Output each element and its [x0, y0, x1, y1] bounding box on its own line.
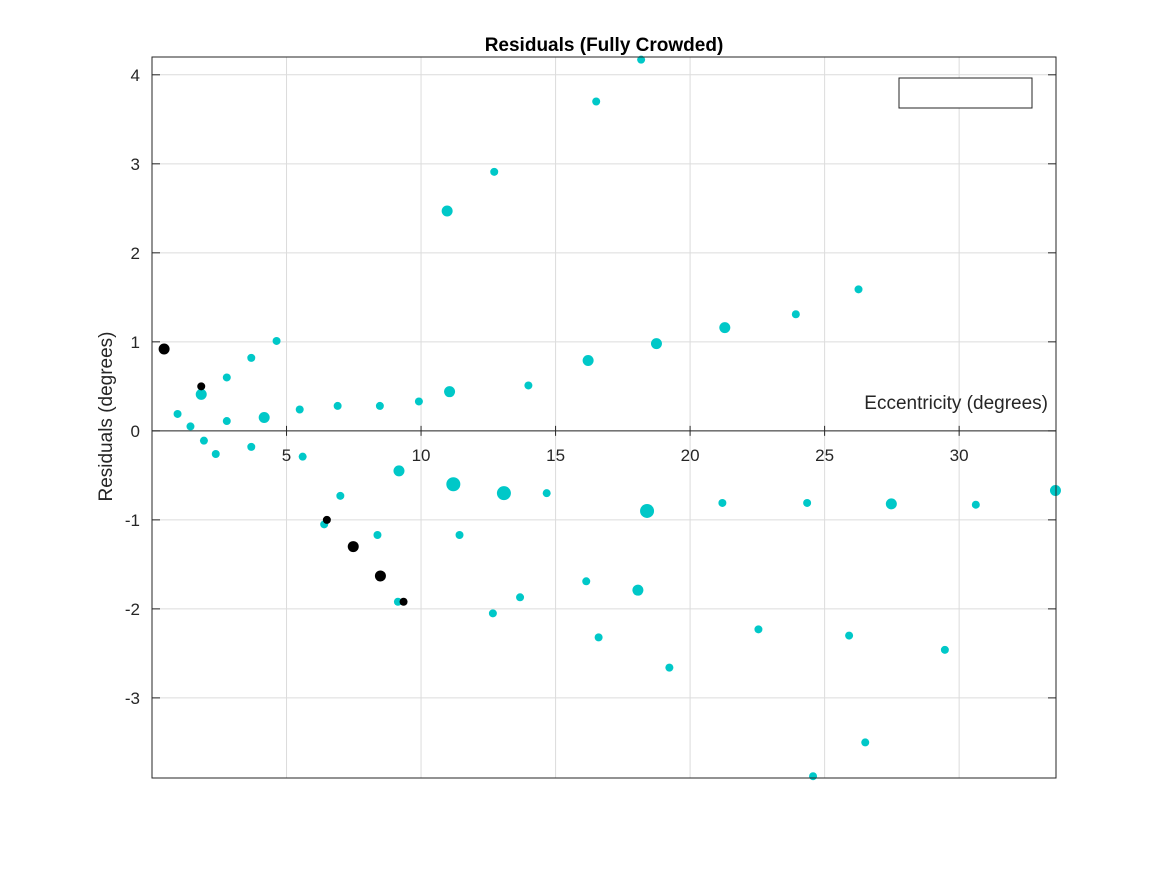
y-tick-label: -2: [125, 600, 140, 619]
cyan-data-point: [414, 397, 423, 406]
cyan-data-point: [803, 498, 812, 507]
cyan-data-point: [173, 409, 182, 418]
cyan-data-point: [490, 167, 499, 176]
cyan-data-point: [809, 772, 818, 781]
cyan-data-point: [640, 503, 655, 518]
black-data-point: [399, 597, 408, 606]
x-tick-label: 25: [815, 446, 834, 465]
y-tick-label: 3: [131, 155, 140, 174]
cyan-data-point: [446, 477, 461, 492]
cyan-data-point: [298, 452, 307, 461]
grid-lines: [152, 57, 1056, 778]
cyan-data-point: [719, 322, 731, 334]
cyan-data-point: [592, 97, 601, 106]
cyan-data-point: [854, 285, 863, 294]
cyan-data-point: [222, 417, 231, 426]
cyan-data-point: [861, 738, 870, 747]
x-axis-label: Eccentricity (degrees): [864, 393, 1048, 414]
cyan-data-point: [650, 338, 662, 350]
cyan-data-point: [258, 412, 270, 423]
y-tick-label: 4: [131, 66, 140, 85]
cyan-data-point: [272, 336, 281, 345]
cyan-data-point: [295, 405, 304, 414]
cyan-data-point: [186, 422, 195, 431]
y-axis-ticks: -3 -2 -1 0 1 2 3 4: [125, 66, 1056, 708]
cyan-data-point: [496, 486, 511, 501]
cyan-data-point: [885, 498, 897, 510]
x-tick-label: 15: [546, 446, 565, 465]
y-tick-label: -1: [125, 511, 140, 530]
x-tick-label: 10: [412, 446, 431, 465]
cyan-data-point: [1049, 484, 1061, 496]
black-data-point: [322, 515, 331, 524]
y-axis-label: Residuals (degrees): [96, 331, 117, 501]
cyan-data-point: [516, 593, 525, 602]
x-tick-label: 30: [950, 446, 969, 465]
cyan-data-point: [195, 388, 207, 400]
cyan-data-point: [582, 577, 591, 586]
cyan-data-point: [632, 584, 644, 596]
x-tick-label: 20: [681, 446, 700, 465]
cyan-data-point: [971, 500, 980, 509]
black-data-point: [197, 382, 206, 391]
y-tick-label: 0: [131, 422, 140, 441]
cyan-data-point: [845, 631, 854, 640]
plot-area-border: [151, 56, 1057, 779]
x-tick-label: 5: [282, 446, 291, 465]
cyan-data-point: [336, 491, 345, 500]
cyan-data-point: [455, 530, 464, 539]
legend-box: [898, 77, 1033, 109]
cyan-data-point: [199, 436, 208, 445]
cyan-data-point: [582, 355, 594, 367]
y-tick-label: 1: [131, 333, 140, 352]
cyan-data-point: [940, 645, 949, 654]
black-data-point: [347, 541, 359, 553]
cyan-data-point: [211, 449, 220, 458]
cyan-data-point: [791, 310, 800, 319]
cyan-data-point: [441, 205, 453, 217]
black-data-point: [158, 343, 170, 355]
chart-title: Residuals (Fully Crowded): [485, 35, 724, 56]
cyan-data-point: [393, 465, 405, 477]
cyan-data-point: [754, 625, 763, 634]
cyan-data-point: [718, 498, 727, 507]
black-data-point: [374, 570, 386, 582]
cyan-data-point: [247, 442, 256, 451]
cyan-data-point: [333, 401, 342, 410]
cyan-data-point: [665, 663, 674, 672]
y-tick-label: 2: [131, 244, 140, 263]
cyan-data-point: [247, 353, 256, 362]
cyan-data-point: [222, 373, 231, 382]
cyan-data-point: [524, 381, 533, 390]
x-axis-ticks: 5 10 15 20 25 30: [282, 425, 969, 465]
cyan-data-point: [373, 530, 382, 539]
cyan-data-point: [637, 55, 646, 64]
cyan-data-point: [542, 489, 551, 498]
cyan-data-point: [594, 633, 603, 642]
y-tick-label: -3: [125, 689, 140, 708]
cyan-data-point: [393, 597, 402, 606]
cyan-data-point: [444, 386, 456, 398]
cyan-data-point: [375, 401, 384, 410]
cyan-data-point: [488, 609, 497, 618]
data-points: [158, 55, 1061, 781]
